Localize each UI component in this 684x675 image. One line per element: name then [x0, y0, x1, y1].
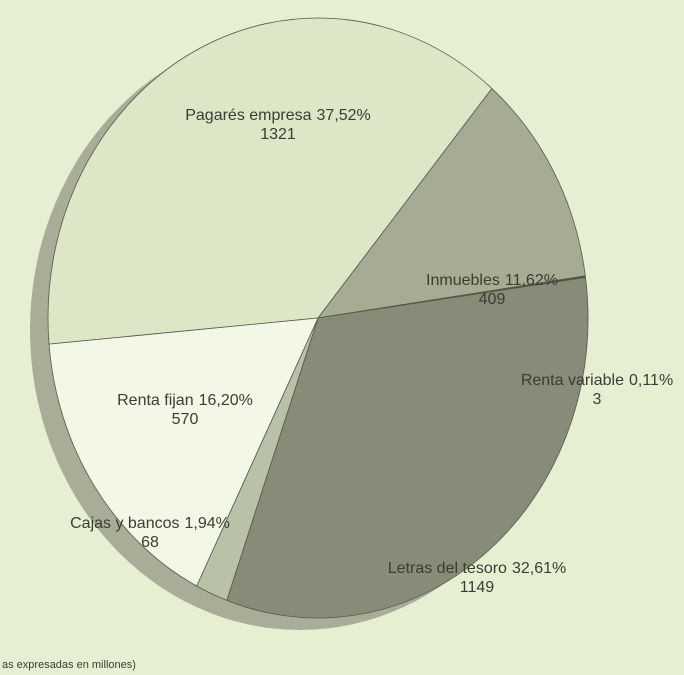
category-label: Pagarés empresa: [185, 107, 311, 124]
slice: [226, 277, 589, 619]
slice-label: Cajas y bancos 1,94%: [70, 515, 230, 532]
category-label: Renta fijan: [117, 392, 194, 409]
category-label: Renta variable: [521, 372, 624, 389]
value-label: 570: [172, 411, 199, 428]
percentage-label: 1,94%: [185, 515, 230, 532]
value-label: 68: [141, 534, 159, 551]
slices: [47, 17, 589, 619]
slice-label: Pagarés empresa 37,52%: [185, 107, 371, 124]
slice-label: Inmuebles 11,62%: [426, 272, 558, 289]
value-label: 1149: [460, 579, 495, 596]
note: as expresadas en millones): [2, 659, 136, 671]
category-label: Cajas y bancos: [70, 515, 179, 532]
percentage-label: 32,61%: [512, 560, 566, 577]
slice: [47, 17, 493, 345]
slice-label: Letras del tesoro 32,61%: [388, 560, 566, 577]
labels: Pagarés empresa 37,52% 1321 Inmuebles 11,62%…: [70, 107, 673, 596]
value-label: 409: [479, 291, 506, 308]
value-label: 1321: [260, 126, 296, 143]
value-label: 3: [593, 391, 602, 408]
slice-label: Renta fijan 16,20%: [117, 392, 253, 409]
slice: [317, 87, 586, 319]
percentage-label: 37,52%: [317, 107, 371, 124]
slice: [48, 317, 319, 587]
category-label: Letras del tesoro: [388, 560, 507, 577]
category-label: Inmuebles: [426, 272, 500, 289]
percentage-label: 0,11%: [629, 372, 673, 389]
percentage-label: 16,20%: [199, 392, 253, 409]
percentage-label: 11,62%: [505, 272, 558, 289]
slice-label: Renta variable 0,11%: [521, 372, 673, 389]
